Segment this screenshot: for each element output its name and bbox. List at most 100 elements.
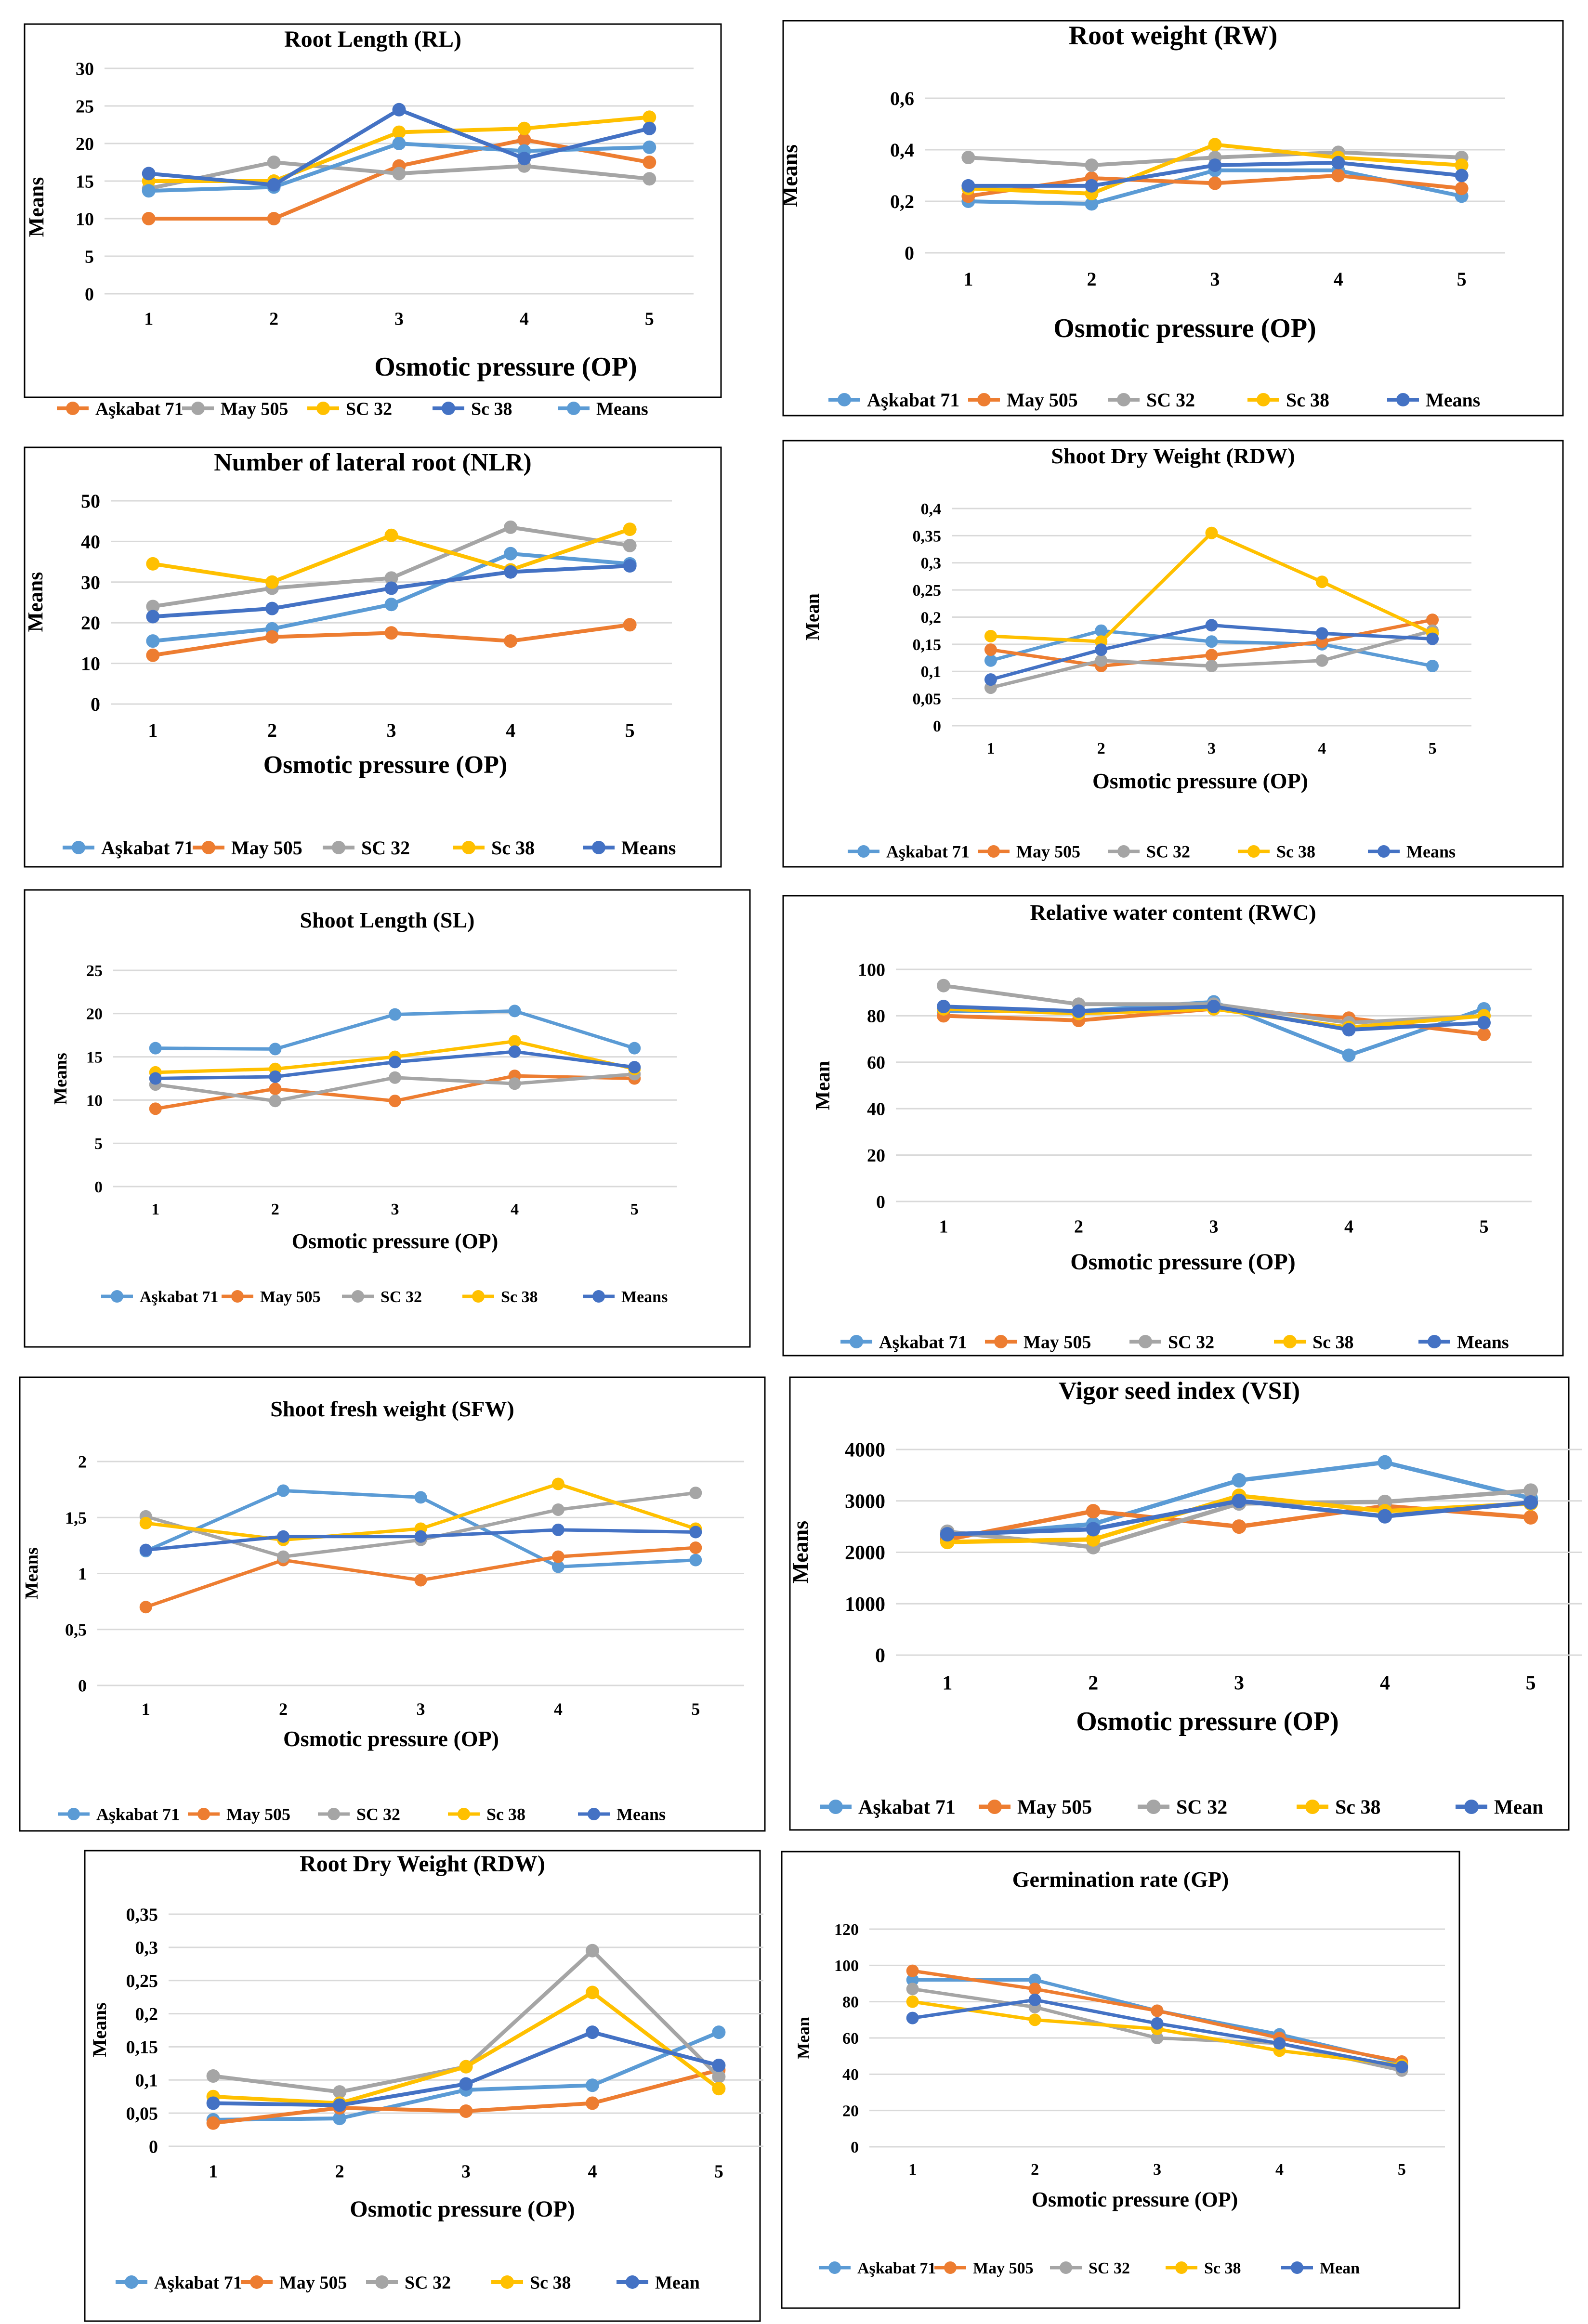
legend-label: Mean bbox=[655, 2272, 700, 2293]
data-point bbox=[384, 626, 398, 640]
data-point bbox=[1205, 526, 1218, 539]
legend-entry: May 505 bbox=[241, 2272, 347, 2293]
data-point bbox=[1151, 2032, 1164, 2044]
data-point bbox=[517, 133, 531, 147]
y-tick-label: 15 bbox=[86, 1049, 103, 1067]
x-tick-label: 3 bbox=[1234, 1672, 1244, 1694]
series-4 bbox=[139, 1523, 702, 1556]
legend-entry: Aşkabat 71 bbox=[63, 837, 194, 859]
legend-label: Aşkabat 71 bbox=[101, 837, 194, 859]
data-point bbox=[142, 167, 156, 181]
y-tick-label: 0,2 bbox=[890, 191, 914, 212]
legend-marker bbox=[352, 1290, 364, 1303]
y-tick-label: 60 bbox=[842, 2030, 859, 2048]
data-point bbox=[149, 1102, 162, 1115]
data-point bbox=[551, 1550, 564, 1563]
y-tick-label: 10 bbox=[86, 1092, 103, 1110]
legend-label: Sc 38 bbox=[1286, 389, 1329, 411]
legend-label: Sc 38 bbox=[1204, 2259, 1241, 2277]
y-axis-title: Mean bbox=[794, 2017, 813, 2059]
x-tick-label: 5 bbox=[625, 719, 635, 741]
y-tick-label: 25 bbox=[86, 962, 103, 980]
legend-marker bbox=[850, 1335, 863, 1348]
data-point bbox=[712, 2070, 726, 2084]
legend-entry: May 505 bbox=[978, 842, 1080, 862]
data-point bbox=[1331, 156, 1345, 170]
legend-marker bbox=[250, 2275, 263, 2289]
legend-label: Aşkabat 71 bbox=[154, 2272, 242, 2293]
x-tick-label: 3 bbox=[1210, 268, 1220, 290]
series-4 bbox=[146, 559, 637, 624]
x-axis-title: Osmotic pressure (OP) bbox=[263, 751, 507, 779]
y-tick-label: 0 bbox=[875, 1645, 885, 1667]
x-tick-label: 3 bbox=[417, 1699, 425, 1719]
y-tick-label: 100 bbox=[834, 1957, 859, 1975]
legend-label: Aşkabat 71 bbox=[857, 2259, 936, 2277]
legend-marker bbox=[1117, 845, 1130, 858]
data-point bbox=[504, 565, 518, 579]
y-tick-label: 20 bbox=[81, 612, 100, 634]
x-tick-label: 1 bbox=[939, 1217, 948, 1237]
data-point bbox=[139, 1516, 152, 1529]
legend-label: Mean bbox=[1494, 1797, 1544, 1819]
data-point bbox=[643, 172, 656, 186]
x-axis-title: Osmotic pressure (OP) bbox=[292, 1229, 499, 1253]
x-tick-label: 4 bbox=[1334, 268, 1343, 290]
data-point bbox=[504, 547, 518, 561]
legend-label: May 505 bbox=[279, 2272, 347, 2293]
chart-frame bbox=[24, 446, 722, 868]
legend-marker bbox=[592, 841, 605, 854]
data-point bbox=[1028, 2013, 1041, 2026]
x-axis-title: Osmotic pressure (OP) bbox=[350, 2196, 575, 2222]
legend-marker bbox=[592, 1290, 605, 1303]
legend-label: SC 32 bbox=[1146, 389, 1195, 411]
chart-panel-10: 0 20 40 60 80 100 120 1 2 3 4 5 Germination rate (GP… bbox=[781, 1851, 1460, 2309]
chart-title: Shoot Dry Weight (RDW) bbox=[1051, 444, 1295, 468]
chart-title: Number of lateral root (NLR) bbox=[214, 449, 532, 476]
series-1 bbox=[146, 618, 637, 662]
legend-label: Sc 38 bbox=[1335, 1797, 1381, 1819]
legend-entry: Sc 38 bbox=[448, 1805, 525, 1824]
legend-label: Means bbox=[621, 837, 676, 859]
y-tick-label: 2 bbox=[78, 1452, 87, 1472]
legend-label: Aşkabat 71 bbox=[886, 842, 970, 862]
legend-marker bbox=[67, 1808, 80, 1820]
data-point bbox=[149, 1042, 162, 1055]
data-point bbox=[1523, 1495, 1538, 1510]
data-point bbox=[1315, 575, 1328, 588]
series-4 bbox=[149, 1045, 641, 1085]
legend-marker bbox=[1396, 393, 1410, 406]
x-tick-label: 2 bbox=[335, 2162, 344, 2182]
data-point bbox=[1205, 649, 1218, 662]
y-tick-label: 0,1 bbox=[921, 663, 942, 681]
x-tick-label: 2 bbox=[1088, 1672, 1098, 1694]
y-tick-label: 0,15 bbox=[126, 2037, 158, 2058]
legend-marker bbox=[191, 402, 205, 415]
x-tick-label: 1 bbox=[151, 1201, 159, 1218]
legend-entry: May 505 bbox=[222, 1288, 321, 1306]
legend-entry: Means bbox=[1368, 842, 1456, 862]
y-tick-label: 1,5 bbox=[65, 1508, 87, 1528]
data-point bbox=[1085, 197, 1099, 211]
legend-entry: Aşkabat 71 bbox=[101, 1288, 218, 1306]
legend-entry: Sc 38 bbox=[462, 1288, 538, 1306]
legend-label: May 505 bbox=[221, 399, 288, 419]
chart-panel-1: 0 5 10 15 20 25 30 1 2 3 4 5 Root Length (RL) Osmotic… bbox=[24, 23, 722, 419]
y-tick-label: 0,4 bbox=[890, 139, 914, 161]
data-point bbox=[384, 528, 398, 542]
data-point bbox=[623, 559, 637, 573]
x-axis-title: Osmotic pressure (OP) bbox=[1076, 1707, 1339, 1736]
y-axis-title: Means bbox=[22, 1547, 42, 1599]
chart-panel-5: 0 5 10 15 20 25 1 2 3 4 5 Shoot Length (SL) Osmotic … bbox=[24, 889, 751, 1348]
legend-marker bbox=[375, 2275, 389, 2289]
chart-panel-2: 0 0,2 0,4 0,6 1 2 3 4 5 Root weight (RW) Osmotic p… bbox=[777, 20, 1564, 417]
x-axis-title: Osmotic pressure (OP) bbox=[1053, 313, 1316, 343]
data-point bbox=[277, 1530, 290, 1543]
x-tick-label: 5 bbox=[630, 1201, 639, 1218]
data-point bbox=[277, 1550, 290, 1563]
series-4 bbox=[940, 1493, 1538, 1542]
legend-entry: SC 32 bbox=[366, 2272, 451, 2293]
y-tick-label: 30 bbox=[76, 59, 94, 79]
legend-label: May 505 bbox=[973, 2259, 1034, 2277]
legend-marker bbox=[231, 1290, 244, 1303]
